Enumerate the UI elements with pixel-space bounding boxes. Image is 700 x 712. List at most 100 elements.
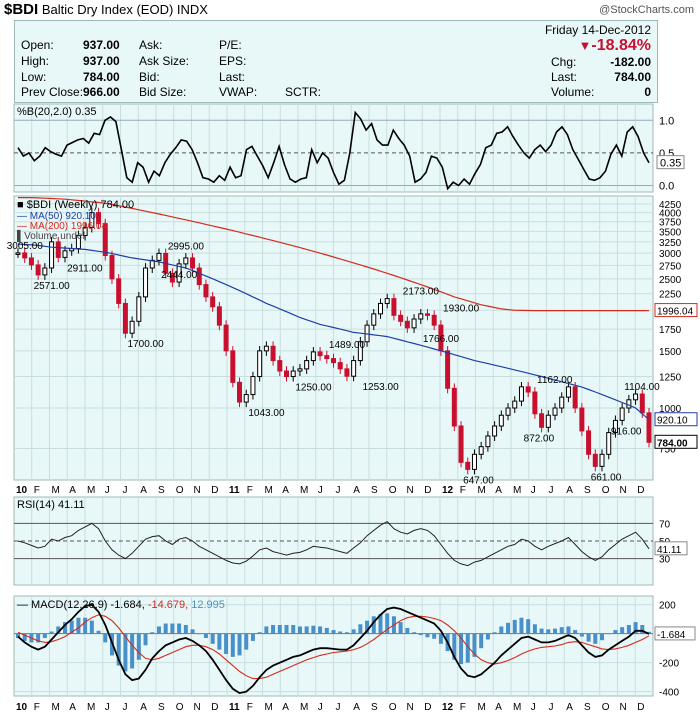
price-annotation: 1250.00 — [295, 383, 332, 394]
macd-histogram-bar — [526, 619, 531, 634]
month-label-bottom: F — [460, 702, 466, 712]
month-label: M — [265, 485, 273, 496]
macd-histogram-bar — [479, 633, 484, 649]
month-label-bottom: A — [353, 702, 360, 712]
month-label-bottom: S — [371, 702, 378, 712]
legend-volume: ▌Volume undef — [17, 229, 85, 243]
price-candle — [122, 302, 128, 334]
macd-histogram-bar — [512, 619, 517, 634]
price-tick-label: 3250 — [659, 238, 682, 249]
pctb-title: %B(20,2.0) 0.35 — [17, 106, 97, 118]
prev-close-value: 966.00 — [83, 85, 120, 99]
exchange: INDX — [176, 2, 208, 17]
macd-histogram-bar — [438, 633, 443, 644]
month-label: S — [158, 485, 165, 496]
macd-histogram-bar — [338, 631, 343, 634]
last-price-label: Last: — [551, 70, 578, 84]
macd-histogram-bar — [640, 624, 645, 634]
price-annotation: 661.00 — [591, 472, 622, 483]
macd-histogram-bar — [116, 633, 121, 666]
month-label-bottom: J — [531, 702, 536, 712]
price-candle — [445, 350, 451, 389]
macd-histogram-bar — [492, 632, 497, 634]
macd-histogram-bar — [613, 630, 618, 634]
price-candle — [559, 396, 565, 409]
price-candle — [263, 345, 269, 352]
macd-histogram-bar — [506, 622, 511, 634]
price-last-box-close — [654, 434, 698, 449]
macd-histogram-bar — [318, 626, 323, 634]
price-candle — [156, 252, 162, 261]
rsi-title: RSI(14) 41.11 — [17, 499, 85, 511]
price-candle — [458, 425, 464, 463]
price-candle — [96, 212, 102, 225]
quote-date: Friday 14-Dec-2012 — [544, 23, 651, 37]
price-candle — [102, 223, 108, 257]
month-label: J — [336, 485, 341, 496]
month-label-bottom: D — [211, 702, 218, 712]
price-candle — [331, 358, 336, 364]
month-label: D — [211, 485, 218, 496]
macd-histogram-bar — [311, 625, 316, 634]
price-tick-label: 1000 — [659, 404, 682, 415]
macd-histogram-bar — [499, 626, 504, 634]
price-candle — [418, 313, 424, 320]
month-label-bottom: A — [566, 702, 573, 712]
month-label-bottom: D — [424, 702, 431, 712]
price-annotation: 2173.00 — [403, 287, 440, 298]
price-candle — [424, 313, 430, 316]
pctb-line — [17, 110, 650, 191]
price-candle — [646, 412, 652, 443]
month-label: A — [69, 485, 76, 496]
chg-value: -182.00 — [610, 55, 651, 69]
rsi-last-box — [654, 541, 688, 556]
price-candle — [371, 313, 377, 326]
price-annotation: 1253.00 — [362, 382, 399, 393]
macd-histogram-bar — [600, 633, 605, 641]
macd-histogram-bar — [277, 624, 282, 634]
macd-histogram-bar — [647, 631, 651, 634]
macd-histogram-bar — [96, 630, 101, 634]
macd-histogram-bar — [297, 626, 302, 634]
month-label-bottom: M — [300, 702, 308, 712]
macd-histogram-bar — [76, 617, 81, 634]
macd-last-label: -1.684 — [657, 630, 686, 641]
watermark: @StockCharts.com — [599, 4, 694, 16]
month-label: M — [478, 485, 486, 496]
price-candle — [210, 296, 216, 308]
month-label: F — [460, 485, 466, 496]
chg-label: Chg: — [551, 55, 577, 69]
month-label-bottom: N — [620, 702, 627, 712]
price-tick-label: 3000 — [659, 249, 682, 260]
price-last-label-ma200: 1996.04 — [657, 307, 694, 318]
open-value: 937.00 — [83, 38, 120, 52]
price-candle — [377, 302, 383, 315]
macd-histogram-bar — [210, 633, 215, 644]
price-candle — [317, 351, 323, 357]
macd-histogram-bar — [123, 633, 128, 672]
macd-histogram-bar — [264, 626, 269, 634]
price-candle — [471, 453, 477, 470]
legend-ma50: — MA(50) 920.10 — [17, 211, 96, 222]
price-candle — [565, 386, 571, 398]
month-label: A — [282, 485, 289, 496]
macd-histogram-bar — [177, 623, 182, 634]
month-label: D — [424, 485, 431, 496]
month-label: 10 — [16, 485, 28, 496]
macd-histogram-bar — [432, 633, 437, 639]
price-candle — [525, 386, 531, 393]
macd-tick-label: -400 — [659, 688, 679, 699]
macd-histogram-bar — [304, 626, 309, 634]
month-label-bottom: A — [495, 702, 502, 712]
macd-histogram-bar — [331, 630, 336, 634]
price-candle — [304, 360, 310, 370]
month-label: 11 — [229, 485, 240, 496]
price-candle — [284, 370, 290, 378]
macd-histogram-bar — [150, 632, 155, 634]
price-candle — [599, 453, 605, 467]
price-candle — [223, 324, 229, 352]
month-label-bottom: F — [34, 702, 40, 712]
macd-histogram-bar — [344, 632, 349, 634]
macd-histogram-bar — [250, 633, 255, 641]
price-tick-label: 3750 — [659, 218, 682, 229]
